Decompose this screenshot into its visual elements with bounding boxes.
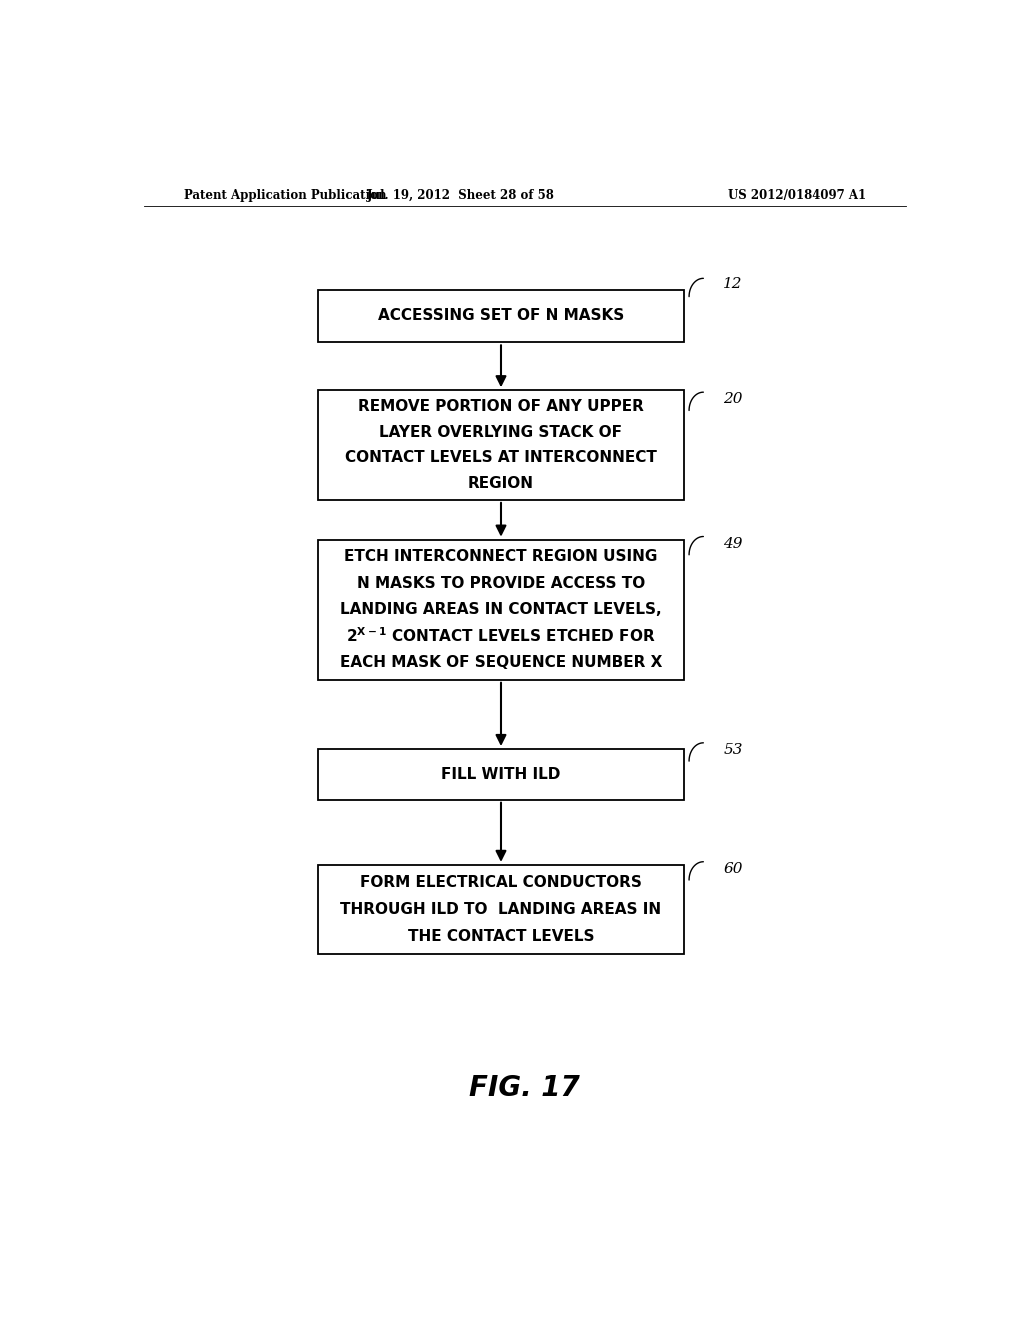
- Text: Patent Application Publication: Patent Application Publication: [183, 189, 386, 202]
- Text: 60: 60: [723, 862, 742, 876]
- Text: LAYER OVERLYING STACK OF: LAYER OVERLYING STACK OF: [380, 425, 623, 440]
- Text: Jul. 19, 2012  Sheet 28 of 58: Jul. 19, 2012 Sheet 28 of 58: [368, 189, 555, 202]
- Text: US 2012/0184097 A1: US 2012/0184097 A1: [728, 189, 866, 202]
- Bar: [318, 540, 684, 680]
- Text: ETCH INTERCONNECT REGION USING: ETCH INTERCONNECT REGION USING: [344, 549, 657, 564]
- Text: FILL WITH ILD: FILL WITH ILD: [441, 767, 561, 781]
- Bar: [318, 748, 684, 800]
- Text: CONTACT LEVELS AT INTERCONNECT: CONTACT LEVELS AT INTERCONNECT: [345, 450, 657, 465]
- Text: 12: 12: [723, 277, 742, 292]
- Text: REMOVE PORTION OF ANY UPPER: REMOVE PORTION OF ANY UPPER: [358, 399, 644, 414]
- Text: REGION: REGION: [468, 475, 534, 491]
- Bar: [318, 865, 684, 954]
- Text: $\mathbf{2}^{\mathbf{X-1}}$ CONTACT LEVELS ETCHED FOR: $\mathbf{2}^{\mathbf{X-1}}$ CONTACT LEVE…: [346, 627, 655, 645]
- Bar: [318, 289, 684, 342]
- Text: FORM ELECTRICAL CONDUCTORS: FORM ELECTRICAL CONDUCTORS: [360, 875, 642, 890]
- Text: FIG. 17: FIG. 17: [469, 1074, 581, 1102]
- Text: 49: 49: [723, 537, 742, 550]
- Text: 53: 53: [723, 743, 742, 756]
- Text: THE CONTACT LEVELS: THE CONTACT LEVELS: [408, 929, 594, 944]
- Text: ACCESSING SET OF N MASKS: ACCESSING SET OF N MASKS: [378, 309, 624, 323]
- Text: N MASKS TO PROVIDE ACCESS TO: N MASKS TO PROVIDE ACCESS TO: [357, 576, 645, 591]
- Bar: [318, 391, 684, 500]
- Text: 20: 20: [723, 392, 742, 407]
- Text: EACH MASK OF SEQUENCE NUMBER X: EACH MASK OF SEQUENCE NUMBER X: [340, 655, 663, 671]
- Text: THROUGH ILD TO  LANDING AREAS IN: THROUGH ILD TO LANDING AREAS IN: [340, 902, 662, 917]
- Text: LANDING AREAS IN CONTACT LEVELS,: LANDING AREAS IN CONTACT LEVELS,: [340, 602, 662, 618]
